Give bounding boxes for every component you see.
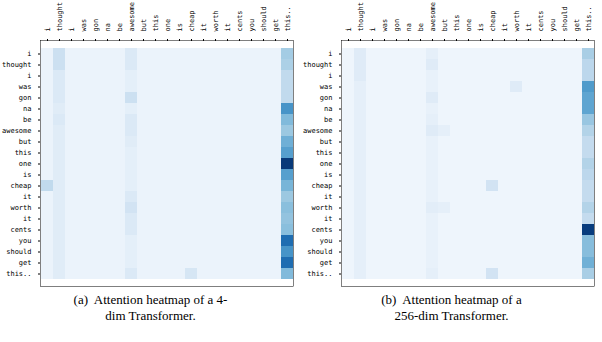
- svg-text:get: get: [19, 259, 32, 267]
- svg-text:should: should: [6, 248, 31, 256]
- svg-text:worth: worth: [212, 10, 220, 31]
- svg-text:it: it: [324, 215, 332, 223]
- svg-text:cheap: cheap: [489, 10, 497, 31]
- svg-text:this..: this..: [307, 270, 332, 278]
- svg-text:should: should: [307, 248, 332, 256]
- svg-text:thought: thought: [303, 61, 333, 69]
- svg-text:worth: worth: [513, 10, 521, 31]
- html-text:(a) Attention heatmap of a 4-: (a) Attention heatmap of a 4-: [73, 292, 228, 307]
- svg-text:cents: cents: [10, 226, 31, 234]
- svg-text:but: but: [19, 138, 32, 146]
- svg-text:cents: cents: [236, 10, 244, 31]
- svg-text:it: it: [525, 23, 533, 31]
- svg-text:it: it: [501, 23, 509, 31]
- svg-text:this: this: [316, 149, 333, 157]
- svg-text:i: i: [369, 27, 377, 31]
- svg-text:should: should: [260, 6, 268, 31]
- svg-text:worth: worth: [10, 204, 31, 212]
- svg-text:i: i: [68, 27, 76, 31]
- svg-text:is: is: [324, 171, 332, 179]
- svg-text:was: was: [320, 83, 333, 91]
- svg-text:but: but: [441, 19, 449, 32]
- svg-text:cents: cents: [311, 226, 332, 234]
- svg-text:this..: this..: [585, 6, 593, 31]
- svg-text:gon: gon: [393, 19, 401, 32]
- svg-text:one: one: [465, 19, 473, 32]
- svg-text:awesome: awesome: [303, 127, 333, 135]
- svg-text:awesome: awesome: [429, 2, 437, 32]
- svg-text:it: it: [324, 193, 332, 201]
- svg-text:should: should: [561, 6, 569, 31]
- svg-text:i: i: [27, 50, 31, 58]
- svg-text:you: you: [320, 237, 333, 245]
- svg-text:awesome: awesome: [2, 127, 32, 135]
- svg-text:be: be: [417, 23, 425, 31]
- svg-text:get: get: [573, 19, 581, 32]
- svg-text:you: you: [19, 237, 32, 245]
- svg-text:one: one: [19, 160, 32, 168]
- svg-text:cheap: cheap: [188, 10, 196, 31]
- svg-text:it: it: [23, 215, 31, 223]
- svg-text:one: one: [164, 19, 172, 32]
- svg-text:this..: this..: [284, 6, 292, 31]
- svg-text:cheap: cheap: [10, 182, 31, 190]
- svg-text:this: this: [15, 149, 32, 157]
- svg-text:you: you: [549, 19, 557, 32]
- svg-text:worth: worth: [311, 204, 332, 212]
- svg-text:na: na: [324, 105, 332, 113]
- svg-text:one: one: [320, 160, 333, 168]
- svg-text:it: it: [224, 23, 232, 31]
- svg-text:na: na: [405, 23, 413, 31]
- svg-text:na: na: [104, 23, 112, 31]
- svg-text:was: was: [80, 19, 88, 32]
- svg-text:but: but: [140, 19, 148, 32]
- svg-text:i: i: [44, 27, 52, 31]
- html-text:dim Transformer.: dim Transformer.: [105, 308, 196, 323]
- svg-text:was: was: [19, 83, 32, 91]
- svg-text:it: it: [200, 23, 208, 31]
- svg-text:i: i: [328, 72, 332, 80]
- svg-text:cheap: cheap: [311, 182, 332, 190]
- svg-text:get: get: [320, 259, 333, 267]
- svg-text:gon: gon: [92, 19, 100, 32]
- svg-text:gon: gon: [19, 94, 32, 102]
- svg-text:be: be: [324, 116, 332, 124]
- svg-text:awesome: awesome: [128, 2, 136, 32]
- html-text:256-dim Transformer.: 256-dim Transformer.: [394, 308, 509, 323]
- svg-text:was: was: [381, 19, 389, 32]
- svg-text:thought: thought: [357, 2, 365, 32]
- svg-text:it: it: [23, 193, 31, 201]
- svg-text:be: be: [116, 23, 124, 31]
- svg-text:na: na: [23, 105, 31, 113]
- svg-text:get: get: [272, 19, 280, 32]
- svg-text:i: i: [27, 72, 31, 80]
- html-text:(b) Attention heatmap of a: (b) Attention heatmap of a: [381, 292, 522, 307]
- svg-text:is: is: [23, 171, 31, 179]
- svg-text:i: i: [345, 27, 353, 31]
- svg-text:but: but: [320, 138, 333, 146]
- svg-text:i: i: [328, 50, 332, 58]
- svg-text:be: be: [23, 116, 31, 124]
- svg-text:this..: this..: [6, 270, 31, 278]
- svg-text:you: you: [248, 19, 256, 32]
- svg-text:thought: thought: [56, 2, 64, 32]
- svg-text:is: is: [477, 23, 485, 31]
- svg-text:this: this: [453, 15, 461, 32]
- svg-text:this: this: [152, 15, 160, 32]
- svg-text:gon: gon: [320, 94, 333, 102]
- svg-text:is: is: [176, 23, 184, 31]
- svg-text:thought: thought: [2, 61, 32, 69]
- svg-text:cents: cents: [537, 10, 545, 31]
